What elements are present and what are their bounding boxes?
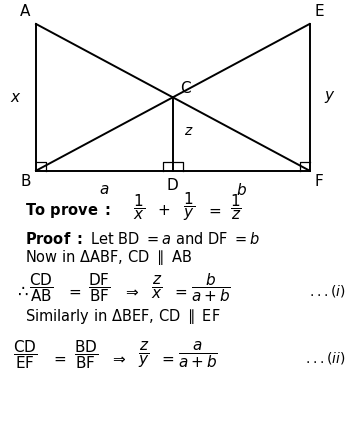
Text: $\mathbf{Proof\ :}$ Let BD $= a$ and DF $= b$: $\mathbf{Proof\ :}$ Let BD $= a$ and DF … xyxy=(25,231,261,247)
Text: $\dfrac{\mathrm{CD}}{\mathrm{EF}}$: $\dfrac{\mathrm{CD}}{\mathrm{EF}}$ xyxy=(13,338,37,371)
Text: $\dfrac{z}{y}$: $\dfrac{z}{y}$ xyxy=(138,340,150,370)
Text: $\mathit{...(ii)}$: $\mathit{...(ii)}$ xyxy=(305,350,346,366)
Text: $b$: $b$ xyxy=(236,182,247,198)
Text: $\mathbf{To\ prove\ :}$: $\mathbf{To\ prove\ :}$ xyxy=(25,201,111,220)
Text: $\Rightarrow$: $\Rightarrow$ xyxy=(110,351,127,366)
Text: $\dfrac{z}{x}$: $\dfrac{z}{x}$ xyxy=(151,274,162,301)
Text: $y$: $y$ xyxy=(324,89,335,106)
Text: $+$: $+$ xyxy=(157,203,170,218)
Text: $=$: $=$ xyxy=(51,351,67,366)
Text: $a$: $a$ xyxy=(99,182,109,197)
Text: $x$: $x$ xyxy=(10,90,22,105)
Text: $\dfrac{1}{y}$: $\dfrac{1}{y}$ xyxy=(183,191,195,223)
Text: $\dfrac{1}{z}$: $\dfrac{1}{z}$ xyxy=(230,192,242,222)
Text: Now in $\Delta$ABF, CD $\parallel$ AB: Now in $\Delta$ABF, CD $\parallel$ AB xyxy=(25,248,192,267)
Text: $\Rightarrow$: $\Rightarrow$ xyxy=(123,283,140,298)
Text: Similarly in $\Delta$BEF, CD $\parallel$ EF: Similarly in $\Delta$BEF, CD $\parallel$… xyxy=(25,307,221,326)
Text: $\dfrac{1}{x}$: $\dfrac{1}{x}$ xyxy=(132,192,145,222)
Text: $\dfrac{\mathrm{BD}}{\mathrm{BF}}$: $\dfrac{\mathrm{BD}}{\mathrm{BF}}$ xyxy=(74,338,99,371)
Text: A: A xyxy=(20,5,31,19)
Text: $=$: $=$ xyxy=(159,351,175,366)
Text: $\mathit{...(i)}$: $\mathit{...(i)}$ xyxy=(309,283,346,299)
Text: $\dfrac{\mathrm{CD}}{\mathrm{AB}}$: $\dfrac{\mathrm{CD}}{\mathrm{AB}}$ xyxy=(29,271,54,304)
Text: $z$: $z$ xyxy=(184,124,194,138)
Text: C: C xyxy=(180,81,191,96)
Text: $=$: $=$ xyxy=(206,203,222,218)
Text: $\dfrac{a}{a+b}$: $\dfrac{a}{a+b}$ xyxy=(178,340,218,370)
Text: F: F xyxy=(315,174,324,189)
Text: $=$: $=$ xyxy=(66,283,82,298)
Text: B: B xyxy=(20,174,31,189)
Text: $\therefore$: $\therefore$ xyxy=(14,282,29,300)
Text: $\dfrac{b}{a+b}$: $\dfrac{b}{a+b}$ xyxy=(191,271,230,304)
Text: E: E xyxy=(315,5,325,19)
Text: $\dfrac{\mathrm{DF}}{\mathrm{BF}}$: $\dfrac{\mathrm{DF}}{\mathrm{BF}}$ xyxy=(88,271,110,304)
Text: $=$: $=$ xyxy=(172,283,188,298)
Text: D: D xyxy=(167,178,179,193)
